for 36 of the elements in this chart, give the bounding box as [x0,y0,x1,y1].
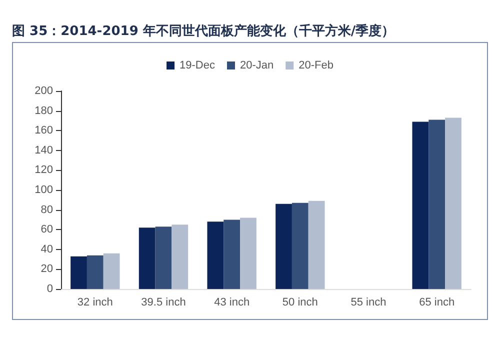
bar [70,256,87,289]
bar [445,118,462,289]
x-tick-label: 39.5 inch [141,296,186,308]
y-tick-label: 200 [34,85,53,97]
x-tick-label: 43 inch [214,296,250,308]
y-tick-label: 40 [40,243,53,256]
bar [428,120,446,289]
legend-label: 19-Dec [180,60,216,72]
legend-label: 20-Jan [240,60,274,72]
y-tick-label: 160 [34,124,53,137]
x-tick-label: 32 inch [77,296,113,308]
bar [155,226,172,289]
y-tick-label: 100 [34,184,53,196]
y-tick-label: 60 [40,224,53,236]
x-tick-label: 50 inch [282,296,318,308]
bar [207,222,224,289]
y-tick-label: 80 [40,204,53,216]
bar [138,228,156,289]
bar [276,204,292,289]
bar [240,218,256,289]
bar [292,202,308,289]
bar [224,220,240,289]
bar [103,253,120,289]
y-tick-label: 180 [34,104,53,117]
bar [412,122,429,289]
y-tick-label: 120 [34,164,53,176]
bar [308,200,325,289]
bar [86,255,104,289]
y-tick-label: 0 [46,283,53,295]
x-tick-label: 55 inch [350,296,386,308]
x-tick-label: 65 inch [419,296,455,308]
legend-label: 20-Feb [298,60,334,72]
y-tick-label: 20 [40,263,53,276]
chart-title: 图 35：2014-2019 年不同世代面板产能变化（千平方米/季度） [12,22,395,40]
bar [172,224,188,289]
y-tick-label: 140 [34,144,53,156]
